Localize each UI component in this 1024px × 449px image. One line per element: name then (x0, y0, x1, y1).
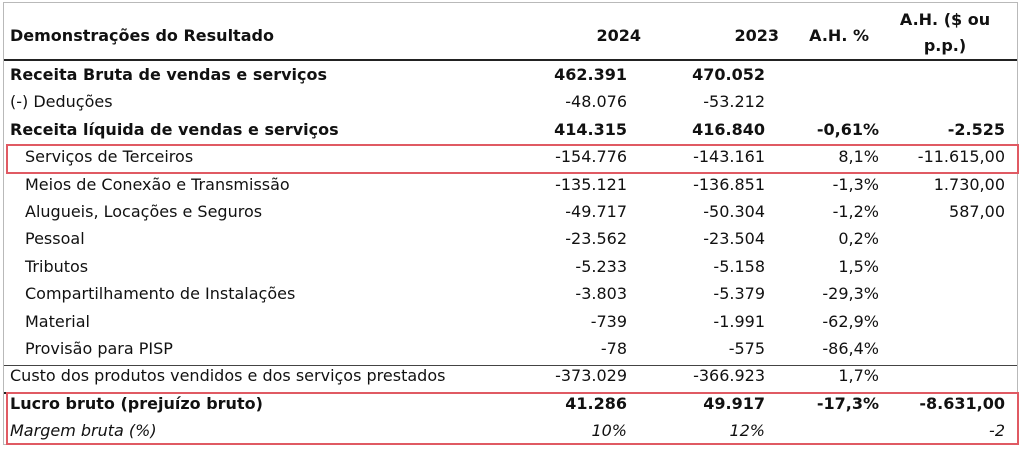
row-label: Lucro bruto (prejuízo bruto) (10, 393, 263, 413)
table-row: Tributos -5.233 -5.158 1,5% (4, 253, 1017, 280)
ah-percent: -1,2% (832, 202, 879, 221)
value-2023: -23.504 (703, 229, 765, 249)
header-2023: 2023 (734, 26, 779, 45)
row-label: Pessoal (25, 229, 85, 249)
ah-absolute: -8.631,00 (919, 393, 1005, 413)
table-row: Margem bruta (%) 10% 12% -2 (4, 417, 1017, 444)
header-rule (4, 59, 1017, 61)
header-ah-abs-line2: p.p.) (923, 36, 967, 55)
ah-percent: 0,2% (838, 229, 879, 249)
table-header: Demonstrações do Resultado 2024 2023 A.H… (4, 4, 1017, 58)
table-row: Meios de Conexão e Transmissão -135.121 -1… (4, 171, 1017, 198)
row-label: Receita Bruta de vendas e serviços (10, 65, 327, 84)
ah-absolute: -11.615,00 (917, 147, 1005, 167)
table-row: Compartilhamento de Instalações -3.803 -5.… (4, 280, 1017, 307)
ah-percent: 1,5% (838, 256, 879, 276)
value-2023: -136.851 (693, 174, 765, 194)
value-2024: -739 (590, 311, 627, 331)
table-row: Provisão para PISP -78 -575 -86,4% (4, 335, 1017, 362)
ah-percent: -0,61% (816, 119, 879, 139)
value-2023: -575 (728, 339, 765, 358)
ah-absolute: -2.525 (947, 119, 1005, 139)
value-2023: 12% (729, 421, 765, 441)
header-2024: 2024 (596, 26, 641, 45)
ah-percent: -17,3% (816, 393, 879, 413)
row-label: Tributos (25, 256, 89, 276)
value-2024: -48.076 (565, 92, 627, 112)
value-2023: -143.161 (693, 147, 765, 167)
row-label: Margem bruta (%) (10, 421, 157, 441)
value-2023: 416.840 (692, 119, 765, 139)
table-row: Receita líquida de vendas e serviços 414.… (4, 116, 1017, 143)
value-2023: 470.052 (692, 65, 765, 84)
table-row: (-) Deduções -48.076 -53.212 (4, 88, 1017, 115)
table-row: Receita Bruta de vendas e serviços 462.39… (4, 61, 1017, 88)
ah-percent: -62,9% (822, 311, 879, 331)
header-title: Demonstrações do Resultado (10, 26, 274, 45)
row-label: Meios de Conexão e Transmissão (25, 174, 290, 194)
cost-rule (4, 365, 1017, 366)
highlight-lucro-bruto (6, 392, 1019, 445)
table-row: Custo dos produtos vendidos e dos serviç… (4, 362, 1017, 389)
row-label: Provisão para PISP (25, 339, 173, 358)
row-label: Receita líquida de vendas e serviços (10, 119, 339, 139)
value-2024: -154.776 (555, 147, 627, 167)
value-2024: -373.029 (555, 366, 627, 386)
value-2024: -78 (600, 339, 627, 358)
header-ah-abs-line1: A.H. ($ ou (899, 10, 991, 29)
table-row: Material -739 -1.991 -62,9% (4, 308, 1017, 335)
ah-percent: 1,7% (838, 366, 879, 386)
ah-absolute: 1.730,00 (933, 174, 1005, 194)
value-2024: 41.286 (565, 393, 627, 413)
value-2023: -366.923 (693, 366, 765, 386)
value-2024: 462.391 (554, 65, 627, 84)
value-2024: 10% (591, 421, 627, 441)
row-label: Alugueis, Locações e Seguros (25, 202, 263, 221)
ah-absolute: -2 (989, 421, 1005, 441)
value-2023: 49.917 (703, 393, 765, 413)
value-2023: -50.304 (703, 202, 765, 221)
value-2024: -23.562 (565, 229, 627, 249)
value-2023: -53.212 (703, 92, 765, 112)
header-ah-pct: A.H. % (809, 26, 869, 45)
table-row: Lucro bruto (prejuízo bruto) 41.286 49.917… (4, 390, 1017, 417)
ah-percent: -1,3% (832, 174, 879, 194)
value-2023: -5.379 (713, 284, 765, 304)
value-2024: -3.803 (575, 284, 627, 304)
row-label: Compartilhamento de Instalações (25, 284, 296, 304)
ah-percent: -86,4% (822, 339, 879, 358)
value-2024: -49.717 (565, 202, 627, 221)
value-2023: -1.991 (713, 311, 765, 331)
row-label: Custo dos produtos vendidos e dos serviç… (10, 366, 446, 386)
value-2024: -5.233 (575, 256, 627, 276)
ah-absolute: 587,00 (949, 202, 1005, 221)
ah-percent: 8,1% (838, 147, 879, 167)
value-2024: -135.121 (555, 174, 627, 194)
value-2023: -5.158 (713, 256, 765, 276)
table-row: Alugueis, Locações e Seguros -49.717 -50.3… (4, 198, 1017, 225)
table-row: Pessoal -23.562 -23.504 0,2% (4, 225, 1017, 252)
value-2024: 414.315 (554, 119, 627, 139)
row-label: (-) Deduções (10, 92, 113, 112)
highlight-servicos-terceiros (6, 144, 1019, 174)
ah-percent: -29,3% (822, 284, 879, 304)
row-label: Serviços de Terceiros (25, 147, 194, 167)
row-label: Material (25, 311, 90, 331)
table-row: Serviços de Terceiros -154.776 -143.161 8,1… (4, 143, 1017, 170)
